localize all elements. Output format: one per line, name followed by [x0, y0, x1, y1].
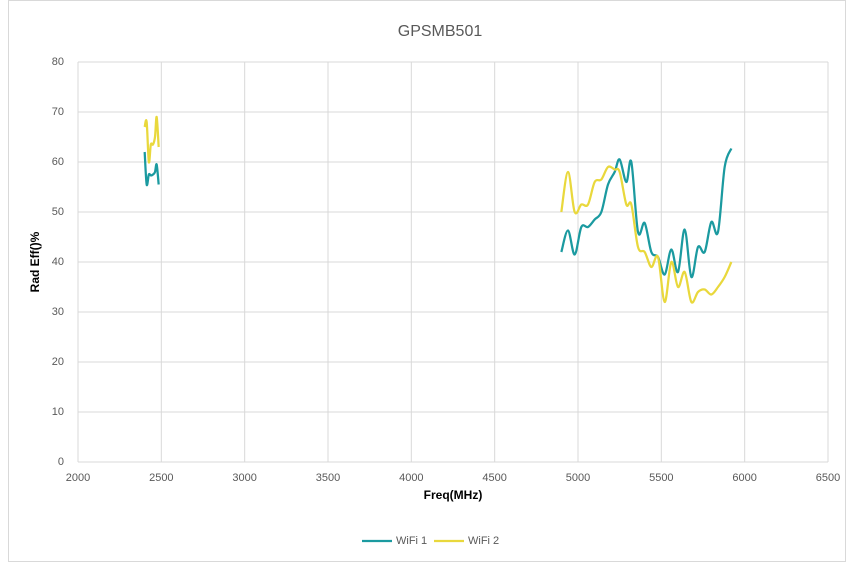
- chart-title: GPSMB501: [398, 23, 483, 40]
- x-tick-label: 3500: [316, 472, 340, 484]
- x-tick-label: 4000: [399, 472, 423, 484]
- x-tick-label: 3000: [232, 472, 256, 484]
- legend-label: WiFi 1: [396, 535, 427, 547]
- y-tick-label: 40: [52, 256, 64, 268]
- y-tick-label: 50: [52, 206, 64, 218]
- y-tick-label: 10: [52, 406, 64, 418]
- y-tick-label: 20: [52, 356, 64, 368]
- x-tick-label: 4500: [482, 472, 506, 484]
- y-tick-label: 30: [52, 306, 64, 318]
- x-tick-label: 6500: [816, 472, 840, 484]
- series-line: [143, 151, 160, 187]
- series-line: [143, 115, 160, 164]
- x-tick-label: 2000: [66, 472, 90, 484]
- chart-border: [8, 0, 846, 562]
- y-axis-label: Rad Eff()%: [28, 231, 42, 292]
- y-tick-label: 0: [58, 456, 64, 468]
- x-tick-label: 5500: [649, 472, 673, 484]
- y-tick-label: 80: [52, 56, 64, 68]
- legend-label: WiFi 2: [468, 535, 499, 547]
- y-tick-label: 60: [52, 156, 64, 168]
- x-tick-label: 6000: [732, 472, 756, 484]
- series-line: [560, 165, 733, 304]
- x-tick-label: 2500: [149, 472, 173, 484]
- x-axis-label: Freq(MHz): [424, 488, 483, 502]
- y-tick-label: 70: [52, 106, 64, 118]
- x-tick-label: 5000: [566, 472, 590, 484]
- series-line: [560, 148, 733, 279]
